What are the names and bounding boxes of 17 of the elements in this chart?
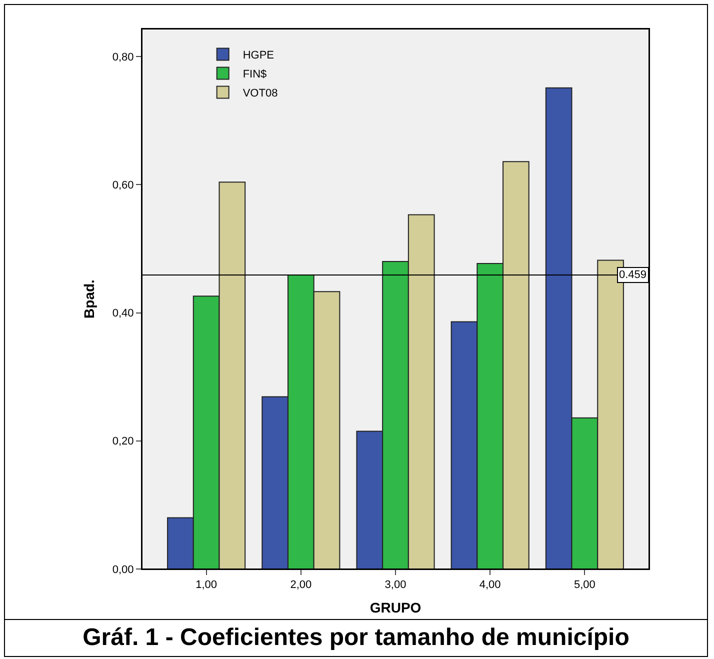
y-tick-label: 0,00 (112, 564, 134, 576)
x-tick-label: 2,00 (290, 579, 312, 592)
legend-label: FIN$ (242, 68, 267, 81)
legend-label: VOT08 (242, 88, 278, 100)
x-axis-title: GRUPO (370, 600, 422, 616)
text: Gráf. 1 - Coeficientes por tamanho de município (4, 619, 708, 657)
x-tick-label: 5,00 (574, 579, 596, 592)
x-tick-label: 1,00 (196, 579, 218, 592)
y-tick-label: 0,20 (112, 436, 134, 448)
y-tick-label: 0,80 (112, 51, 134, 64)
ref-line-label: 0.459 (619, 269, 647, 281)
y-axis-title: Bpad. (80, 280, 97, 318)
legend-label: HGPE (242, 50, 274, 62)
x-tick-label: 4,00 (479, 579, 501, 592)
y-tick-label: 0,60 (112, 180, 134, 192)
y-tick-label: 0,40 (112, 308, 134, 320)
x-tick-label: 3,00 (384, 579, 406, 592)
